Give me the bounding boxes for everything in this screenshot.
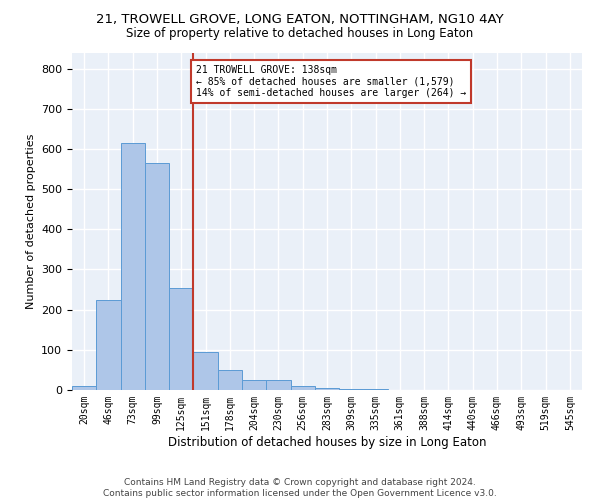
Text: Size of property relative to detached houses in Long Eaton: Size of property relative to detached ho…: [127, 28, 473, 40]
Bar: [339, 389, 364, 390]
Y-axis label: Number of detached properties: Number of detached properties: [26, 134, 35, 309]
Bar: [315, 388, 339, 390]
Bar: [193, 352, 218, 390]
Bar: [169, 288, 193, 390]
Bar: [218, 370, 242, 390]
Text: 21, TROWELL GROVE, LONG EATON, NOTTINGHAM, NG10 4AY: 21, TROWELL GROVE, LONG EATON, NOTTINGHA…: [96, 12, 504, 26]
Text: Contains HM Land Registry data © Crown copyright and database right 2024.
Contai: Contains HM Land Registry data © Crown c…: [103, 478, 497, 498]
Bar: [145, 163, 169, 390]
Bar: [96, 300, 121, 390]
Bar: [290, 386, 315, 390]
Bar: [266, 380, 290, 390]
Bar: [121, 143, 145, 390]
X-axis label: Distribution of detached houses by size in Long Eaton: Distribution of detached houses by size …: [168, 436, 486, 448]
Text: 21 TROWELL GROVE: 138sqm
← 85% of detached houses are smaller (1,579)
14% of sem: 21 TROWELL GROVE: 138sqm ← 85% of detach…: [196, 64, 466, 98]
Bar: [72, 386, 96, 390]
Bar: [242, 380, 266, 390]
Bar: [364, 389, 388, 390]
